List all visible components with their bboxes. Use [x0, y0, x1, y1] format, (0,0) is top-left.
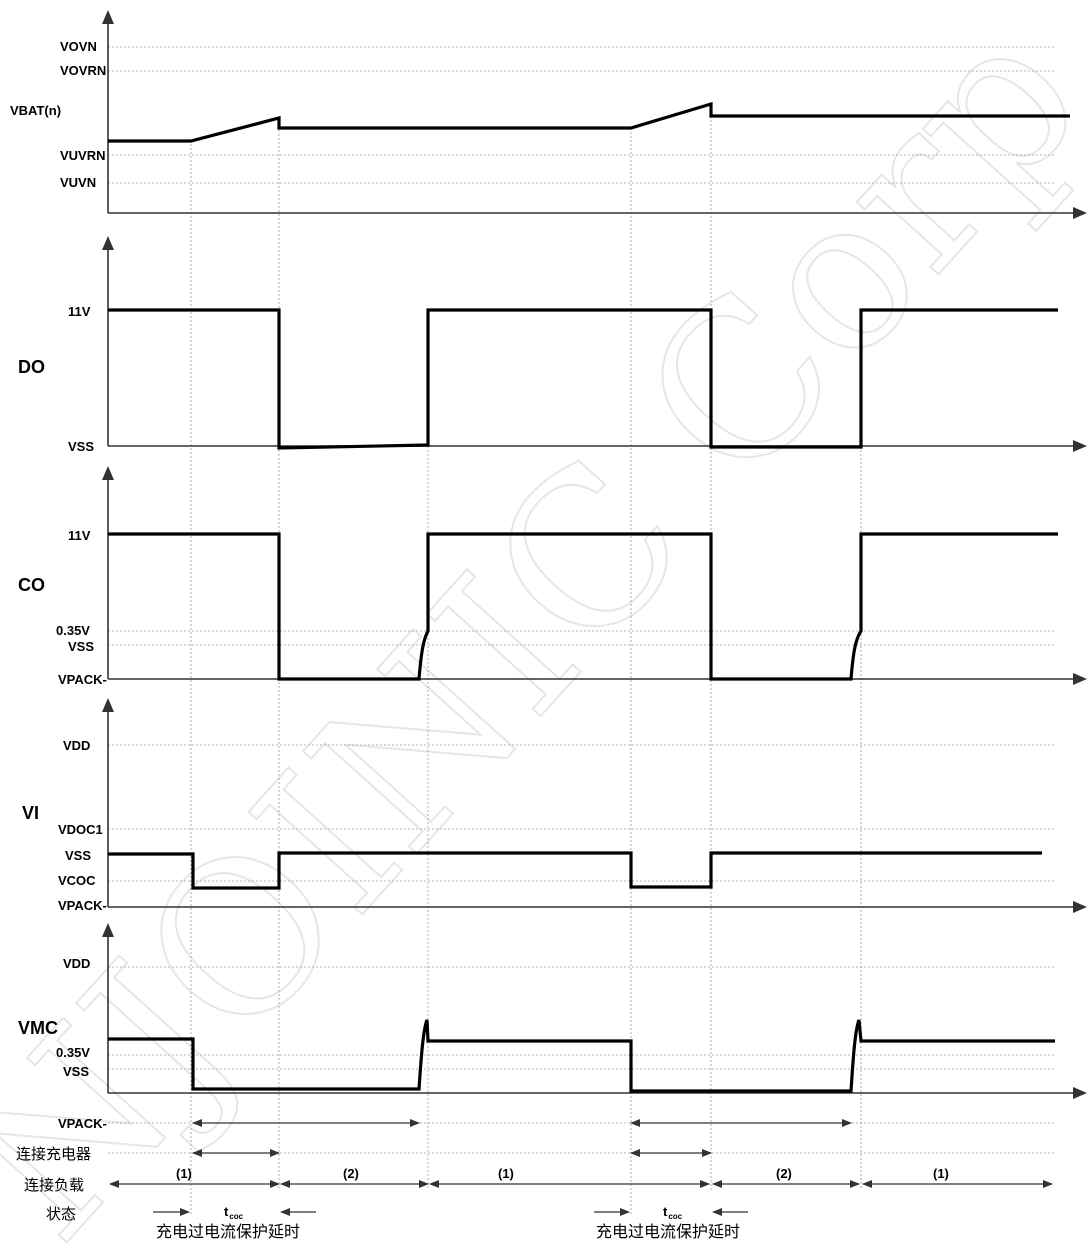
- state-label-5: (1): [933, 1166, 949, 1181]
- delay-caption-1: 充电过电流保护延时: [156, 1222, 300, 1241]
- row-label-load: 连接负载: [24, 1176, 84, 1194]
- label-vbat: VBAT(n): [10, 103, 61, 118]
- label-do-vss: VSS: [68, 439, 94, 454]
- label-vuvn: VUVN: [60, 175, 96, 190]
- label-vi-vpack: VPACK-: [58, 898, 107, 913]
- label-co-11v: 11V: [68, 528, 91, 543]
- tcoc-label-1: tcoc: [224, 1204, 244, 1221]
- panel-do: 11V DO VSS: [18, 236, 1087, 454]
- label-do: DO: [18, 357, 45, 377]
- label-vuvrn: VUVRN: [60, 148, 106, 163]
- label-co-vpack: VPACK-: [58, 672, 107, 687]
- co-waveform: [108, 532, 1058, 681]
- label-vovn: VOVN: [60, 39, 97, 54]
- label-vi-vss: VSS: [65, 848, 91, 863]
- panel-vbat: VOVN VOVRN VBAT(n) VUVRN VUVN: [10, 10, 1087, 219]
- do-waveform: [108, 308, 1058, 450]
- row-label-state: 状态: [46, 1205, 76, 1223]
- state-label-4: (2): [776, 1166, 792, 1181]
- state-label-3: (1): [498, 1166, 514, 1181]
- bottom-annotations: 连接充电器 连接负载 状态 (1) (2) (1) (2) (1) tcoc t…: [16, 1119, 1053, 1241]
- label-co-vss: VSS: [68, 639, 94, 654]
- state-label-2: (2): [343, 1166, 359, 1181]
- panel-vi: VDD VI VDOC1 VSS VCOC VPACK-: [22, 698, 1087, 913]
- label-do-11v: 11V: [68, 304, 91, 319]
- row-label-charger: 连接充电器: [16, 1145, 91, 1163]
- label-vi: VI: [22, 803, 39, 823]
- label-vi-vcoc: VCOC: [58, 873, 96, 888]
- label-vmc: VMC: [18, 1018, 58, 1038]
- vbat-waveform: [108, 101, 1070, 143]
- vmc-waveform: [108, 1019, 1055, 1093]
- tcoc-label-2: tcoc: [663, 1204, 683, 1221]
- vi-waveform: [108, 851, 1042, 890]
- label-vmc-035v: 0.35V: [56, 1045, 90, 1060]
- state-label-1: (1): [176, 1166, 192, 1181]
- label-co: CO: [18, 575, 45, 595]
- delay-caption-2: 充电过电流保护延时: [596, 1222, 740, 1241]
- label-co-035v: 0.35V: [56, 623, 90, 638]
- label-vmc-vss: VSS: [63, 1064, 89, 1079]
- label-vi-vdoc1: VDOC1: [58, 822, 103, 837]
- label-vmc-vpack: VPACK-: [58, 1116, 107, 1131]
- label-vi-vdd: VDD: [63, 738, 90, 753]
- label-vmc-vdd: VDD: [63, 956, 90, 971]
- label-vovrn: VOVRN: [60, 63, 106, 78]
- panel-co: 11V CO 0.35V VSS VPACK-: [18, 466, 1087, 687]
